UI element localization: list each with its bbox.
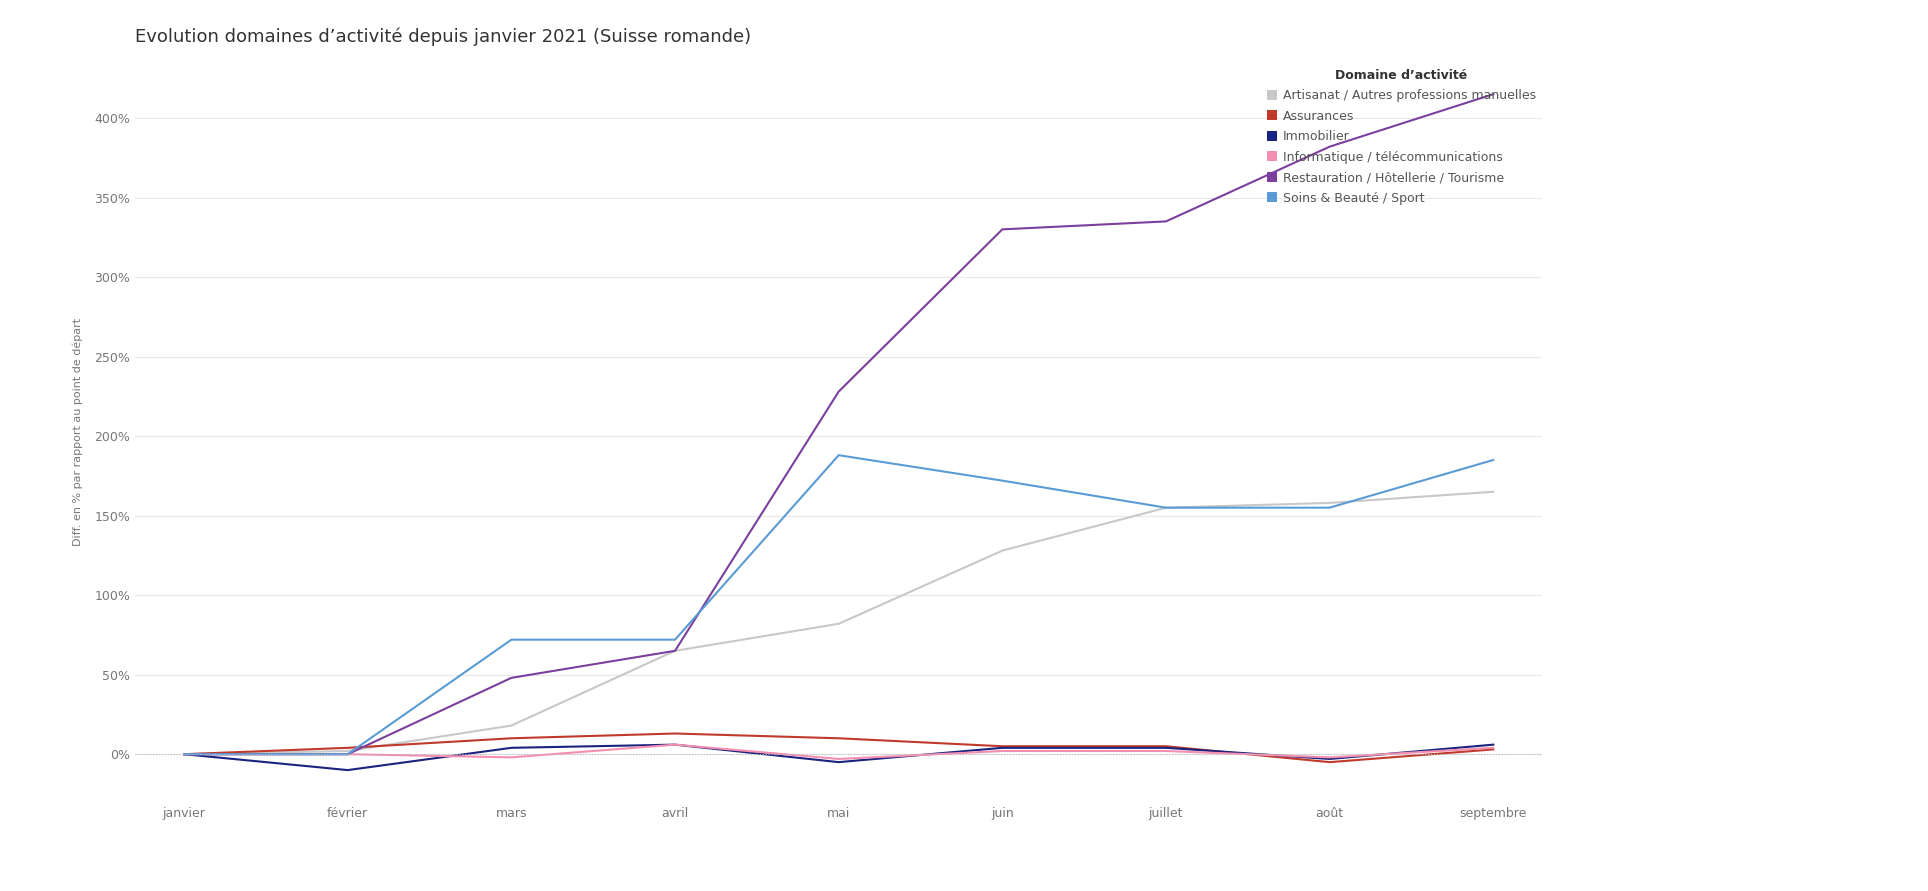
Assurances bbox=[172, 748, 195, 759]
Immobilier bbox=[663, 740, 686, 750]
Assurances bbox=[1155, 741, 1178, 752]
Line: Restauration / Hôtellerie / Tourisme: Restauration / Hôtellerie / Tourisme bbox=[183, 94, 1494, 754]
Assurances bbox=[827, 733, 850, 744]
Informatique / télécommunications bbox=[172, 748, 195, 759]
Immobilier bbox=[335, 764, 359, 775]
Restauration / Hôtellerie / Tourisme bbox=[172, 748, 195, 759]
Assurances bbox=[499, 733, 522, 744]
Soins & Beauté / Sport bbox=[499, 634, 522, 645]
Informatique / télécommunications bbox=[335, 748, 359, 759]
Informatique / télécommunications bbox=[663, 740, 686, 750]
Soins & Beauté / Sport bbox=[663, 634, 686, 645]
Immobilier bbox=[827, 756, 850, 767]
Immobilier bbox=[1483, 740, 1506, 750]
Soins & Beauté / Sport bbox=[991, 475, 1014, 486]
Restauration / Hôtellerie / Tourisme bbox=[1483, 89, 1506, 100]
Restauration / Hôtellerie / Tourisme bbox=[1155, 216, 1178, 226]
Artisanat / Autres professions manuelles bbox=[499, 720, 522, 731]
Artisanat / Autres professions manuelles bbox=[1155, 503, 1178, 513]
Soins & Beauté / Sport bbox=[172, 748, 195, 759]
Artisanat / Autres professions manuelles bbox=[335, 746, 359, 756]
Line: Immobilier: Immobilier bbox=[183, 745, 1494, 770]
Artisanat / Autres professions manuelles bbox=[1483, 486, 1506, 497]
Y-axis label: Diff. en % par rapport au point de départ: Diff. en % par rapport au point de dépar… bbox=[73, 318, 83, 546]
Informatique / télécommunications bbox=[991, 746, 1014, 756]
Informatique / télécommunications bbox=[1483, 742, 1506, 753]
Restauration / Hôtellerie / Tourisme bbox=[991, 224, 1014, 234]
Restauration / Hôtellerie / Tourisme bbox=[663, 645, 686, 656]
Soins & Beauté / Sport bbox=[1319, 503, 1342, 513]
Artisanat / Autres professions manuelles bbox=[991, 545, 1014, 556]
Informatique / télécommunications bbox=[499, 752, 522, 763]
Line: Informatique / télécommunications: Informatique / télécommunications bbox=[183, 745, 1494, 759]
Informatique / télécommunications bbox=[1319, 752, 1342, 763]
Soins & Beauté / Sport bbox=[1155, 503, 1178, 513]
Informatique / télécommunications bbox=[827, 754, 850, 764]
Assurances bbox=[335, 742, 359, 753]
Artisanat / Autres professions manuelles bbox=[1319, 497, 1342, 508]
Line: Artisanat / Autres professions manuelles: Artisanat / Autres professions manuelles bbox=[183, 492, 1494, 754]
Restauration / Hôtellerie / Tourisme bbox=[1319, 142, 1342, 152]
Restauration / Hôtellerie / Tourisme bbox=[499, 673, 522, 683]
Artisanat / Autres professions manuelles bbox=[827, 618, 850, 629]
Artisanat / Autres professions manuelles bbox=[663, 645, 686, 656]
Informatique / télécommunications bbox=[1155, 746, 1178, 756]
Assurances bbox=[663, 728, 686, 739]
Immobilier bbox=[172, 748, 195, 759]
Text: Evolution domaines d’activité depuis janvier 2021 (Suisse romande): Evolution domaines d’activité depuis jan… bbox=[135, 27, 752, 45]
Assurances bbox=[1483, 744, 1506, 755]
Assurances bbox=[991, 741, 1014, 752]
Immobilier bbox=[991, 742, 1014, 753]
Line: Soins & Beauté / Sport: Soins & Beauté / Sport bbox=[183, 455, 1494, 754]
Legend: Artisanat / Autres professions manuelles, Assurances, Immobilier, Informatique /: Artisanat / Autres professions manuelles… bbox=[1267, 69, 1537, 205]
Immobilier bbox=[499, 742, 522, 753]
Assurances bbox=[1319, 756, 1342, 767]
Soins & Beauté / Sport bbox=[827, 450, 850, 461]
Artisanat / Autres professions manuelles bbox=[172, 748, 195, 759]
Line: Assurances: Assurances bbox=[183, 733, 1494, 762]
Restauration / Hôtellerie / Tourisme bbox=[827, 386, 850, 396]
Immobilier bbox=[1155, 742, 1178, 753]
Soins & Beauté / Sport bbox=[335, 748, 359, 759]
Soins & Beauté / Sport bbox=[1483, 454, 1506, 465]
Immobilier bbox=[1319, 754, 1342, 764]
Restauration / Hôtellerie / Tourisme bbox=[335, 748, 359, 759]
